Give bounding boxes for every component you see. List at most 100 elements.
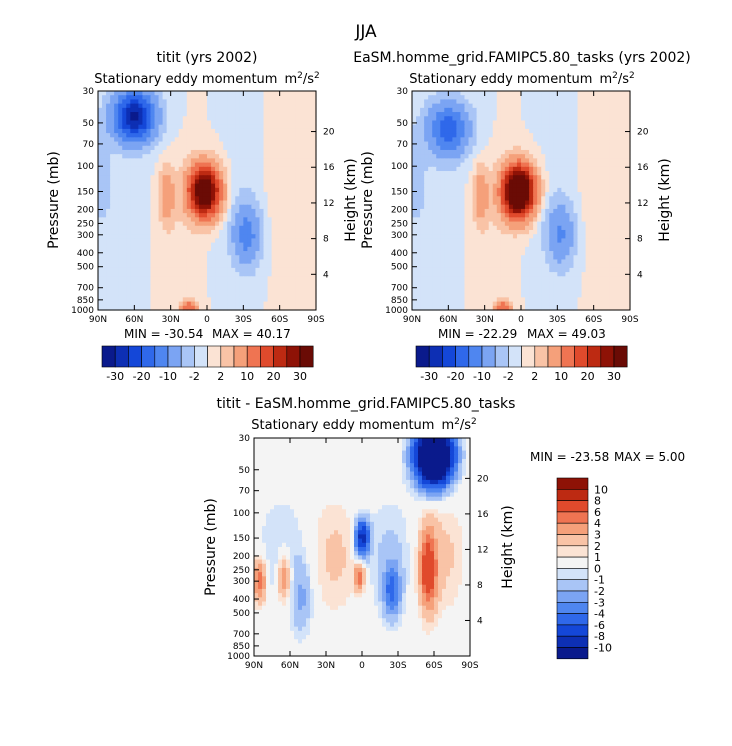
heatmap-cell bbox=[110, 187, 115, 193]
heatmap-cell bbox=[150, 301, 156, 307]
heatmap-cell bbox=[468, 175, 474, 181]
heatmap-cell bbox=[311, 175, 317, 181]
heatmap-cell bbox=[178, 263, 184, 269]
heatmap-cell bbox=[500, 251, 506, 256]
heatmap-cell bbox=[424, 91, 429, 96]
heatmap-cell bbox=[259, 99, 265, 105]
heatmap-cell bbox=[239, 284, 244, 290]
heatmap-cell bbox=[98, 217, 103, 223]
heatmap-cell bbox=[496, 187, 502, 193]
heatmap-cell bbox=[545, 149, 550, 155]
heatmap-cell bbox=[243, 187, 248, 193]
heatmap-cell bbox=[227, 116, 232, 122]
heatmap-cell bbox=[621, 107, 627, 113]
heatmap-cell bbox=[537, 238, 542, 244]
heatmap-cell bbox=[198, 213, 204, 218]
heatmap-cell bbox=[460, 137, 466, 143]
heatmap-cell bbox=[480, 120, 486, 126]
heatmap-cell bbox=[174, 99, 180, 105]
heatmap-cell bbox=[122, 293, 127, 298]
heatmap-cell bbox=[613, 242, 619, 248]
heatmap-cell bbox=[295, 272, 301, 277]
heatmap-cell bbox=[223, 297, 228, 303]
heatmap-cell bbox=[468, 200, 474, 206]
heatmap-cell bbox=[122, 305, 127, 311]
heatmap-cell bbox=[508, 183, 514, 189]
heatmap-cell bbox=[154, 133, 160, 138]
heatmap-cell bbox=[488, 103, 494, 109]
heatmap-cell bbox=[529, 133, 534, 138]
heatmap-cell bbox=[102, 213, 107, 218]
heatmap-cell bbox=[432, 251, 437, 256]
heatmap-cell bbox=[412, 213, 417, 218]
heatmap-cell bbox=[549, 225, 554, 231]
heatmap-cell bbox=[488, 124, 494, 130]
heatmap-cell bbox=[243, 107, 248, 113]
heatmap-cell bbox=[516, 213, 522, 218]
heatmap-cell bbox=[227, 166, 232, 172]
heatmap-cell bbox=[271, 246, 277, 252]
heatmap-cell bbox=[219, 200, 224, 206]
heatmap-cell bbox=[428, 133, 433, 138]
heatmap-cell bbox=[202, 259, 208, 265]
heatmap-cell bbox=[468, 238, 474, 244]
heatmap-cell bbox=[609, 242, 615, 248]
heatmap-cell bbox=[617, 149, 623, 155]
heatmap-cell bbox=[291, 259, 297, 265]
heatmap-cell bbox=[488, 128, 494, 134]
heatmap-cell bbox=[267, 128, 273, 134]
heatmap-cell bbox=[496, 154, 502, 159]
heatmap-cell bbox=[190, 91, 196, 96]
heatmap-cell bbox=[291, 217, 297, 223]
heatmap-cell bbox=[287, 137, 293, 143]
heatmap-cell bbox=[307, 192, 313, 197]
heatmap-cell bbox=[207, 112, 212, 117]
heatmap-cell bbox=[553, 154, 558, 159]
heatmap-cell bbox=[573, 208, 579, 214]
heatmap-cell bbox=[512, 204, 518, 210]
heatmap-cell bbox=[464, 234, 470, 239]
heatmap-cell bbox=[557, 112, 562, 117]
heatmap-cell bbox=[267, 175, 273, 181]
heatmap-cell bbox=[456, 213, 462, 218]
heatmap-cell bbox=[299, 221, 305, 227]
heatmap-cell bbox=[190, 213, 196, 218]
heatmap-cell bbox=[436, 158, 441, 164]
heatmap-cell bbox=[114, 137, 119, 143]
heatmap-cell bbox=[484, 149, 490, 155]
heatmap-cell bbox=[271, 116, 277, 122]
heatmap-cell bbox=[154, 200, 160, 206]
heatmap-cell bbox=[625, 91, 631, 96]
heatmap-cell bbox=[581, 234, 587, 239]
heatmap-cell bbox=[110, 183, 115, 189]
heatmap-cell bbox=[178, 200, 184, 206]
heatmap-cell bbox=[275, 284, 281, 290]
heatmap-cell bbox=[601, 187, 607, 193]
heatmap-cell bbox=[198, 175, 204, 181]
heatmap-cell bbox=[194, 107, 200, 113]
panel-1-ylabel: Pressure (mb) bbox=[46, 151, 62, 249]
heatmap-cell bbox=[255, 116, 261, 122]
heatmap-cell bbox=[267, 137, 273, 143]
heatmap-cell bbox=[202, 213, 208, 218]
heatmap-cell bbox=[561, 200, 567, 206]
heatmap-cell bbox=[174, 213, 180, 218]
heatmap-cell bbox=[492, 204, 498, 210]
heatmap-cell bbox=[597, 128, 603, 134]
heatmap-cell bbox=[198, 251, 204, 256]
heatmap-cell bbox=[432, 141, 437, 147]
heatmap-cell bbox=[114, 116, 119, 122]
heatmap-cell bbox=[577, 229, 583, 235]
heatmap-cell bbox=[239, 137, 244, 143]
heatmap-cell bbox=[496, 91, 502, 96]
heatmap-cell bbox=[186, 301, 192, 307]
heatmap-cell bbox=[239, 196, 244, 202]
heatmap-cell bbox=[255, 166, 261, 172]
heatmap-cell bbox=[271, 158, 277, 164]
heatmap-cell bbox=[311, 171, 317, 176]
heatmap-cell bbox=[593, 187, 599, 193]
heatmap-cell bbox=[130, 120, 135, 126]
heatmap-cell bbox=[231, 305, 236, 311]
heatmap-cell bbox=[609, 204, 615, 210]
heatmap-cell bbox=[275, 145, 281, 151]
